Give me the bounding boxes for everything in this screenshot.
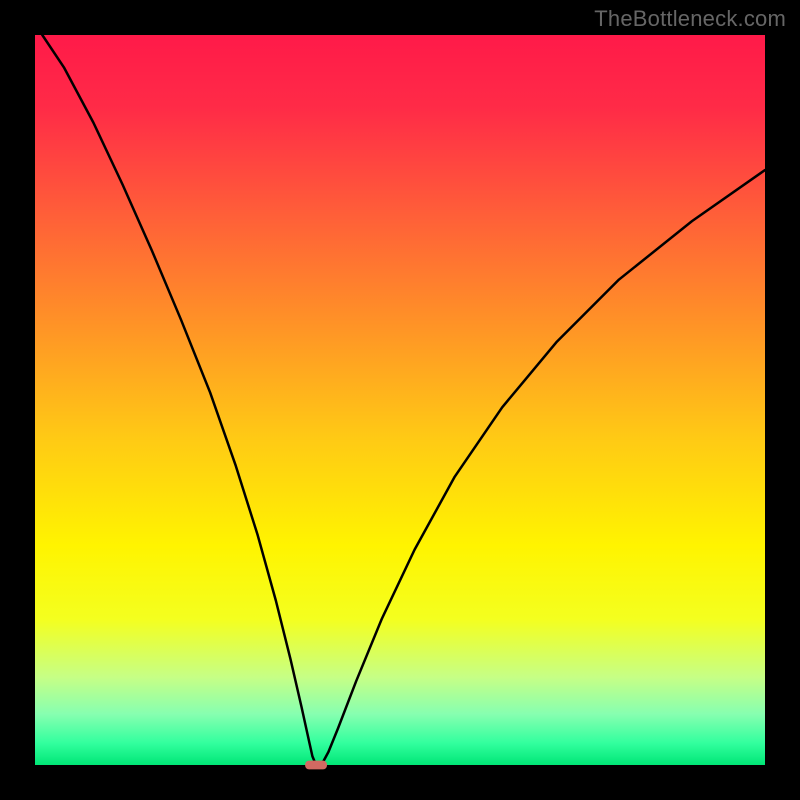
watermark-text: TheBottleneck.com bbox=[594, 6, 786, 32]
optimum-marker bbox=[305, 761, 327, 770]
bottleneck-chart bbox=[0, 0, 800, 800]
gradient-background bbox=[35, 35, 765, 765]
chart-frame: TheBottleneck.com bbox=[0, 0, 800, 800]
